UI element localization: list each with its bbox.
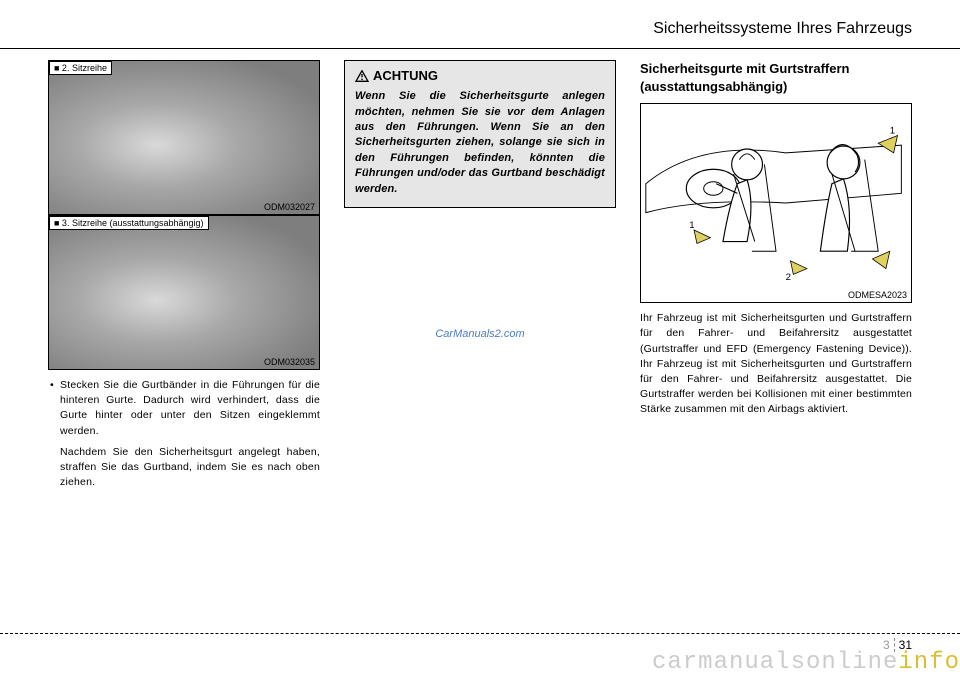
figure-code-label: ODM032035 [264,357,315,367]
header-rule [0,48,960,49]
footer-brand: carmanualsonlineinfo [652,649,960,676]
figure-top-label: ■ 2. Sitzreihe [49,61,112,75]
column-1: ■ 2. Sitzreihe ODM032027 ■ 3. Sitzreihe … [48,60,320,497]
svg-text:2: 2 [786,272,791,283]
footer-dashed-rule [0,633,960,634]
figure-seat-row-3: ■ 3. Sitzreihe (ausstattungsabhängig) OD… [48,215,320,370]
page-header: Sicherheitssysteme Ihres Fahrzeugs [48,20,912,42]
content-columns: ■ 2. Sitzreihe ODM032027 ■ 3. Sitzreihe … [48,60,912,497]
figure-code-label: ODMESA2023 [848,290,907,300]
section-heading: Sicherheitsgurte mit Gurtstraffern (auss… [640,60,912,95]
warning-title-text: ACHTUNG [373,67,438,85]
bullet-text-block: Stecken Sie die Gurtbänder in die Führun… [48,378,320,491]
svg-text:1: 1 [890,126,895,137]
warning-body-text: Wenn Sie die Sicherheitsgurte anlegen mö… [355,89,605,197]
figure-photo-placeholder [49,61,319,214]
warning-box: ACHTUNG Wenn Sie die Sicherheitsgurte an… [344,60,616,208]
figure-pretensioner-drawing: 1 2 1 2 ODMESA2023 [640,103,912,303]
column-3: Sicherheitsgurte mit Gurtstraffern (auss… [640,60,912,497]
figure-code-label: ODM032027 [264,202,315,212]
bullet-item: Stecken Sie die Gurtbänder in die Führun… [48,378,320,439]
figure-photo-placeholder [49,216,319,369]
body-paragraph: Ihr Fahrzeug ist mit Sicherheitsgurten u… [640,311,912,418]
bullet-item-continuation: Nachdem Sie den Sicherheitsgurt angelegt… [48,445,320,491]
svg-text:1: 1 [689,220,694,231]
warning-title: ACHTUNG [355,67,605,85]
brand-part-1: carmanualsonline [652,649,898,676]
brand-part-2: info [898,649,960,676]
column-2: ACHTUNG Wenn Sie die Sicherheitsgurte an… [344,60,616,497]
figure-seat-row-2: ■ 2. Sitzreihe ODM032027 [48,60,320,215]
warning-triangle-icon [355,70,369,82]
watermark-text: CarManuals2.com [344,328,616,340]
figure-top-label: ■ 3. Sitzreihe (ausstattungsabhängig) [49,216,209,230]
